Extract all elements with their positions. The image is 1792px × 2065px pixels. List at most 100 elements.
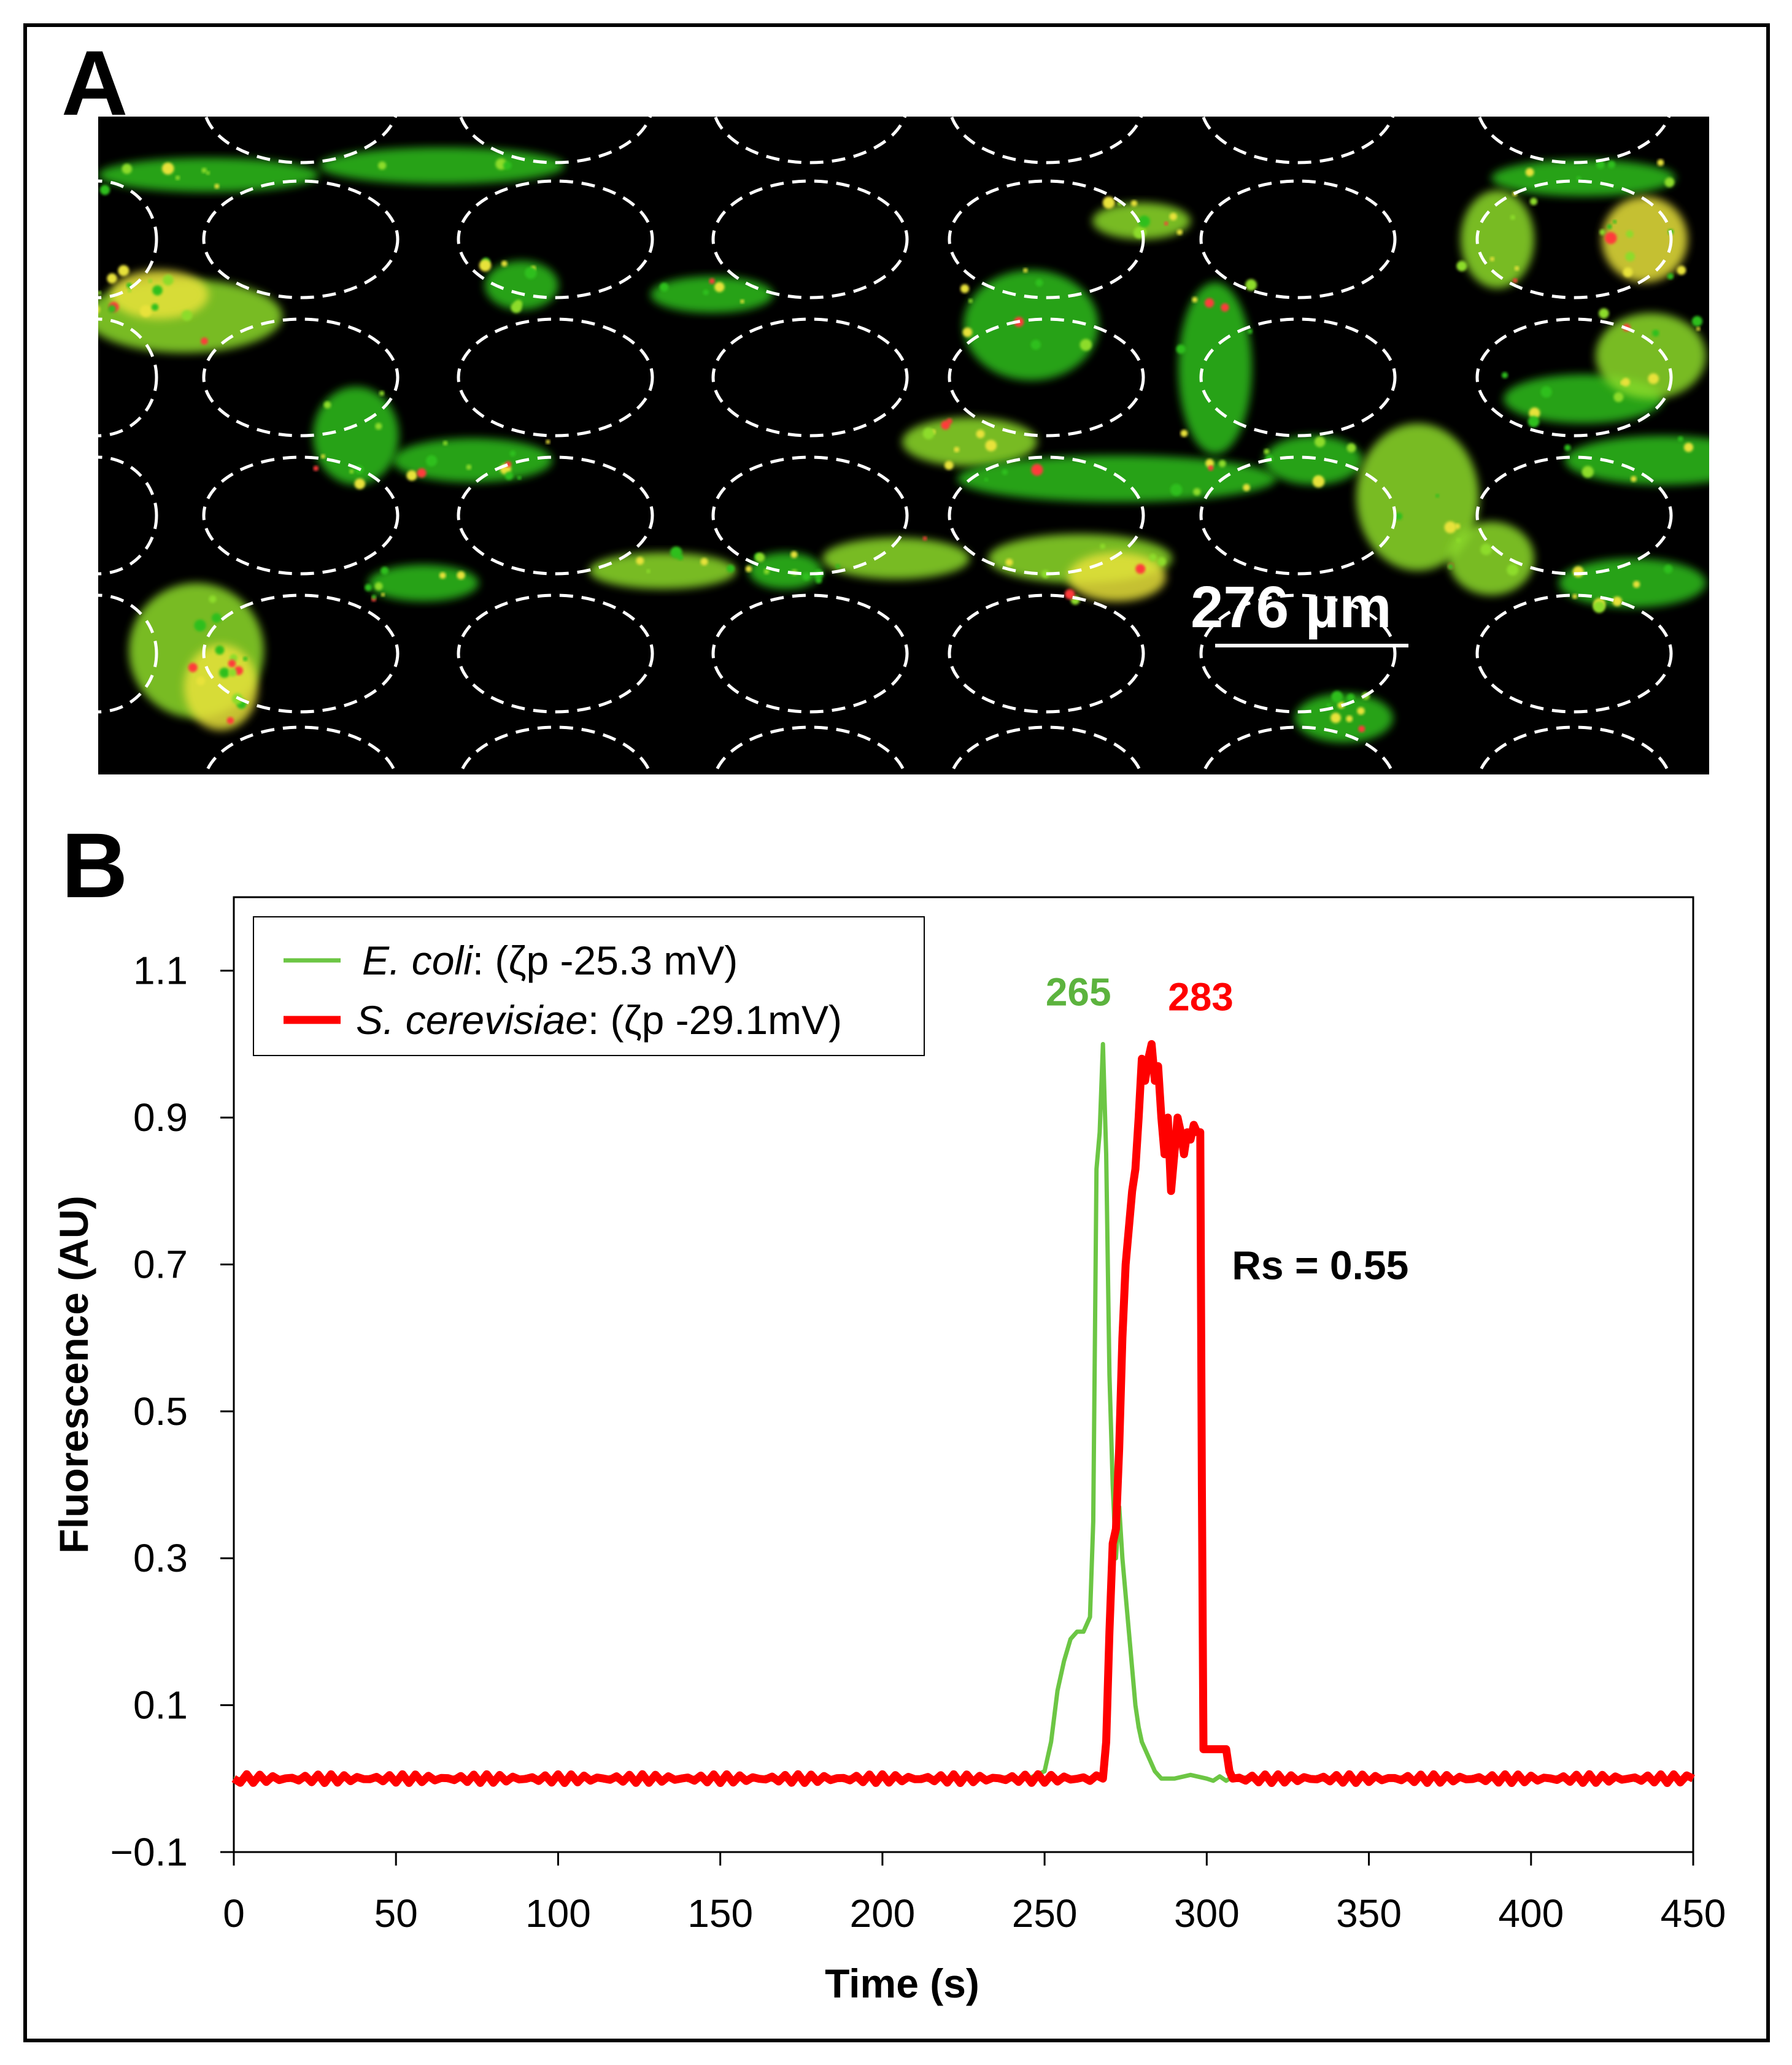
cell-dot-114	[985, 439, 997, 452]
cell-dot-218	[1130, 200, 1138, 207]
cell-dot-121	[381, 592, 385, 597]
cell-dot-105	[1529, 198, 1538, 206]
post-outline-30	[713, 117, 907, 164]
cell-dot-83	[1489, 257, 1495, 261]
cell-dot-117	[501, 260, 508, 267]
cell-dot-96	[1623, 267, 1633, 277]
cell-dot-142	[108, 305, 116, 313]
post-outline-28	[204, 117, 398, 164]
legend-label-ecoli: E. coli: (ζp -25.3 mV)	[362, 938, 738, 983]
cell-dot-69	[790, 551, 798, 558]
fluorescence-micrograph: 276 µm	[98, 117, 1709, 774]
cell-dot-119	[406, 470, 417, 481]
cell-dot-209	[1346, 443, 1356, 453]
panel-label-a: A	[61, 31, 128, 134]
cell-dot-173	[99, 185, 110, 195]
cell-dot-143	[815, 577, 822, 584]
cell-dot-7	[219, 667, 230, 678]
cell-dot-203	[228, 668, 237, 677]
cell-dot-57	[1632, 581, 1640, 588]
cell-dot-172	[511, 302, 522, 314]
post-outline-17	[948, 455, 1145, 576]
post-outline-5	[1475, 179, 1673, 299]
cell-dot-32	[1204, 298, 1215, 308]
cell-dot-10	[1607, 161, 1615, 169]
cell-dot-87	[1394, 512, 1403, 520]
cell-dot-201	[1576, 176, 1582, 181]
legend: E. coli: (ζp -25.3 mV) S. cerevisiae: (ζ…	[253, 916, 925, 1056]
cell-dot-100	[1031, 464, 1043, 476]
y-tick-label-4: 0.7	[133, 1242, 188, 1286]
cell-dot-109	[374, 582, 383, 590]
x-tick-label-6: 300	[1174, 1891, 1240, 1936]
cell-dot-215	[1312, 475, 1325, 488]
cell-dot-103	[714, 282, 725, 292]
cell-dot-123	[1346, 715, 1353, 722]
cell-dot-193	[1678, 436, 1683, 442]
cell-dot-24	[968, 298, 973, 303]
bacteria-clusters	[98, 147, 1709, 743]
cell-cluster-24	[1491, 160, 1675, 196]
post-outline-9	[711, 317, 909, 438]
post-outline-18	[1199, 455, 1397, 576]
cell-dot-162	[509, 450, 516, 457]
cell-dot-20	[517, 476, 522, 480]
cell-dot-115	[1612, 596, 1623, 606]
cell-dot-191	[709, 278, 715, 284]
cell-dot-158	[1582, 466, 1594, 478]
cell-dot-26	[365, 584, 372, 592]
plot-area	[233, 896, 1694, 1853]
cell-cluster-5	[368, 565, 479, 601]
post-outline-0	[202, 179, 400, 299]
post-outline-15	[457, 455, 654, 576]
cell-dot-128	[1005, 558, 1013, 566]
cell-dot-75	[1041, 569, 1050, 578]
cell-dot-63	[763, 568, 770, 574]
cell-dot-132	[1696, 326, 1701, 331]
cell-dot-106	[1002, 469, 1008, 476]
cell-dot-68	[1164, 222, 1168, 226]
cell-dot-179	[163, 274, 174, 286]
cell-dot-184	[1604, 231, 1617, 244]
cell-dot-104	[740, 299, 744, 304]
cell-cluster-1	[319, 147, 565, 184]
cell-dot-130	[1514, 266, 1520, 271]
cell-dot-133	[976, 430, 985, 439]
series-line-ecoli	[233, 1041, 1694, 1783]
cell-dot-207	[1664, 177, 1675, 188]
cell-dot-49	[636, 557, 644, 565]
cell-dot-169	[922, 536, 927, 541]
post-outline-6	[98, 179, 158, 299]
post-outline-32	[1201, 117, 1395, 164]
post-outline-25	[1199, 593, 1397, 714]
cell-dot-81	[745, 565, 752, 573]
cell-dot-88	[984, 477, 989, 482]
cell-dot-48	[504, 471, 514, 481]
cell-dot-22	[243, 657, 248, 662]
y-tick-label-6: 1.1	[133, 949, 188, 993]
cell-dot-74	[442, 441, 448, 446]
y-tick-label-0: −0.1	[110, 1830, 188, 1874]
cell-dot-66	[139, 305, 152, 317]
cell-dot-11	[98, 306, 100, 314]
cell-dot-17	[1170, 484, 1183, 496]
cell-dot-139	[1100, 544, 1105, 549]
cell-dot-30	[98, 291, 102, 295]
cell-cluster-30	[1602, 196, 1688, 282]
cell-dot-65	[1023, 268, 1028, 273]
cell-dot-217	[659, 282, 669, 292]
cell-dot-186	[426, 455, 438, 467]
cell-dot-1	[1180, 430, 1188, 437]
cell-dot-161	[196, 676, 206, 685]
cell-dot-157	[1448, 563, 1454, 569]
post-outline-29	[458, 117, 652, 164]
cell-dot-2	[802, 572, 811, 581]
post-outline-26	[1475, 593, 1673, 714]
cell-cluster-21	[1596, 313, 1706, 399]
y-tick-label-1: 0.1	[133, 1683, 188, 1727]
cell-dot-195	[1247, 328, 1253, 334]
cell-cluster-15	[964, 270, 1099, 380]
cell-dot-177	[1664, 565, 1673, 574]
cell-dot-41	[1176, 344, 1186, 354]
cell-dot-154	[1599, 229, 1605, 236]
